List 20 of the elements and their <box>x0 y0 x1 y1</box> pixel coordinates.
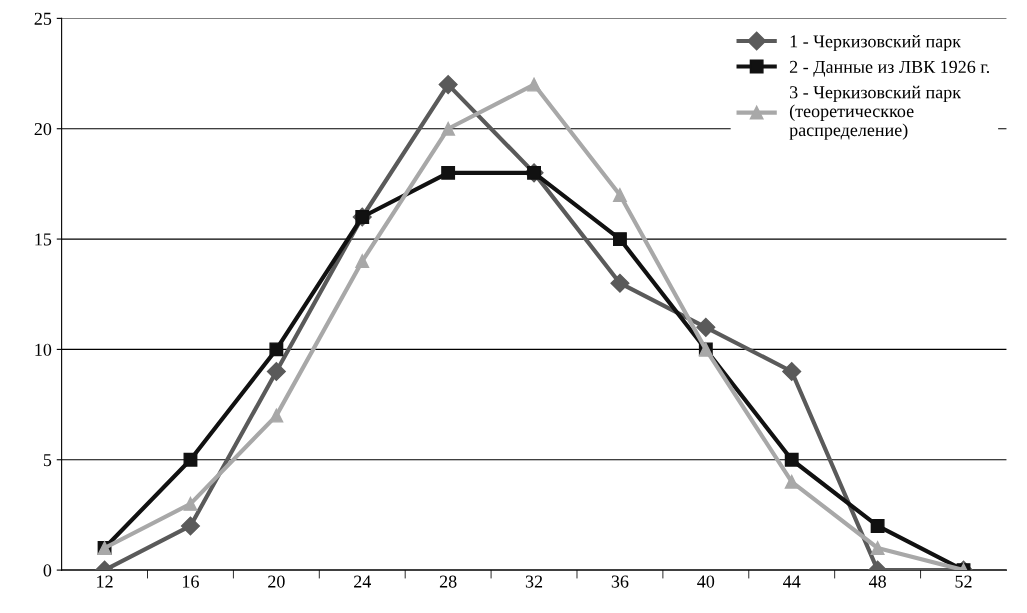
legend-label: 1 - Черкизовский парк <box>790 34 962 52</box>
x-tick-label: 40 <box>697 575 715 588</box>
y-tick-label: 10 <box>35 343 52 356</box>
x-tick-label: 12 <box>97 575 113 588</box>
x-tick-label: 28 <box>439 575 457 588</box>
x-tick-label: 48 <box>868 575 886 588</box>
y-tick-label: 20 <box>34 122 52 136</box>
y-tick-label: 25 <box>34 12 52 25</box>
y-tick-label: 5 <box>43 454 52 467</box>
x-tick-label: 16 <box>183 575 199 588</box>
x-tick-label: 24 <box>354 575 371 588</box>
y-tick-label: 0 <box>43 564 52 577</box>
x-tick-label: 36 <box>611 575 629 588</box>
legend-label: 2 - Данные из ЛВК 1926 г. <box>789 60 990 77</box>
x-tick-label: 20 <box>268 575 285 588</box>
x-tick-label: 44 <box>783 575 801 588</box>
x-tick-label: 52 <box>955 575 972 588</box>
x-tick-label: 32 <box>525 575 543 588</box>
legend-label: 3 - Черкизовский парк (теоретическкое распределение) <box>789 85 962 140</box>
y-tick-label: 15 <box>35 233 52 246</box>
